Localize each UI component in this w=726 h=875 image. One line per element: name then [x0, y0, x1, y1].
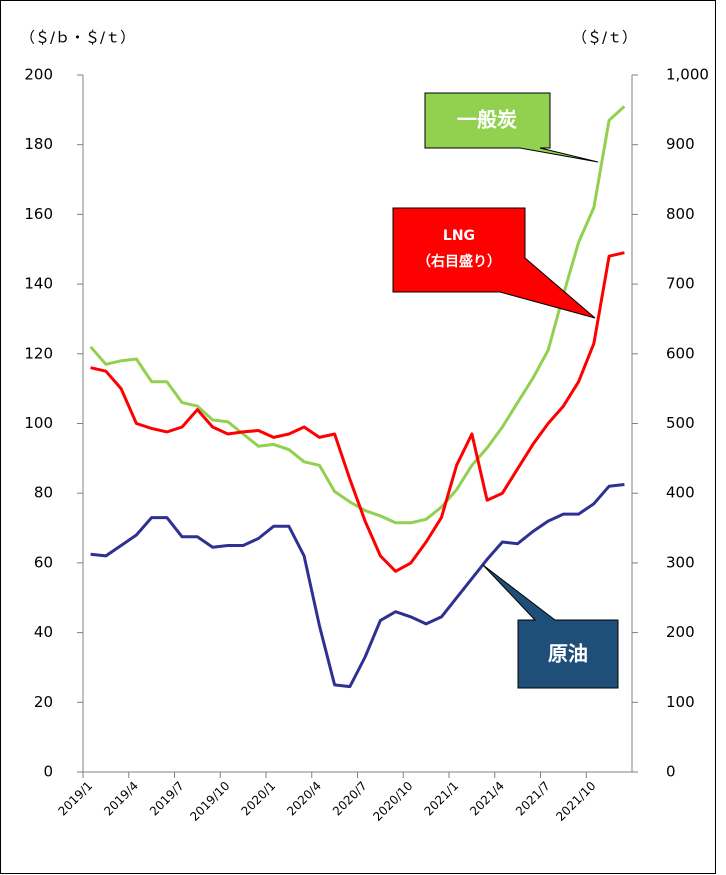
- y2-tick-label: 1,000: [666, 66, 709, 84]
- y2-tick-label: 300: [666, 553, 695, 571]
- y-tick-label: 80: [34, 484, 53, 502]
- y2-tick-label: 0: [666, 763, 676, 781]
- y-tick-label: 100: [24, 414, 53, 432]
- coal-callout: [424, 92, 599, 163]
- y2-tick-label: 200: [666, 623, 695, 641]
- y-tick-label: 20: [34, 693, 53, 711]
- lng-callout: [392, 207, 596, 319]
- coal-label: 一般炭: [457, 108, 517, 132]
- right-unit: （＄/ｔ）: [572, 29, 637, 47]
- series-line: [90, 251, 625, 573]
- y-tick-label: 140: [24, 275, 53, 293]
- oil-callout: [482, 564, 619, 689]
- y2-tick-label: 400: [666, 484, 695, 502]
- lng-note: （右目盛り）: [417, 253, 501, 270]
- y-tick-label: 120: [24, 344, 53, 362]
- oil-label: 原油: [548, 642, 588, 666]
- y-tick-label: 160: [24, 205, 53, 223]
- y-tick-label: 0: [43, 763, 53, 781]
- y2-tick-label: 700: [666, 275, 695, 293]
- y-tick-label: 40: [34, 623, 53, 641]
- y2-tick-label: 600: [666, 344, 695, 362]
- y-tick-label: 180: [24, 135, 53, 153]
- y-tick-label: 200: [24, 66, 53, 84]
- y2-tick-label: 500: [666, 414, 695, 432]
- y2-tick-label: 100: [666, 693, 695, 711]
- series-line: [89, 105, 626, 525]
- series-line: [90, 483, 625, 689]
- y-tick-label: 60: [34, 553, 53, 571]
- lng-label: LNG: [443, 228, 475, 244]
- left-unit: （＄/ｂ・＄/ｔ）: [20, 29, 135, 47]
- y2-tick-label: 800: [666, 205, 695, 223]
- y2-tick-label: 900: [666, 135, 695, 153]
